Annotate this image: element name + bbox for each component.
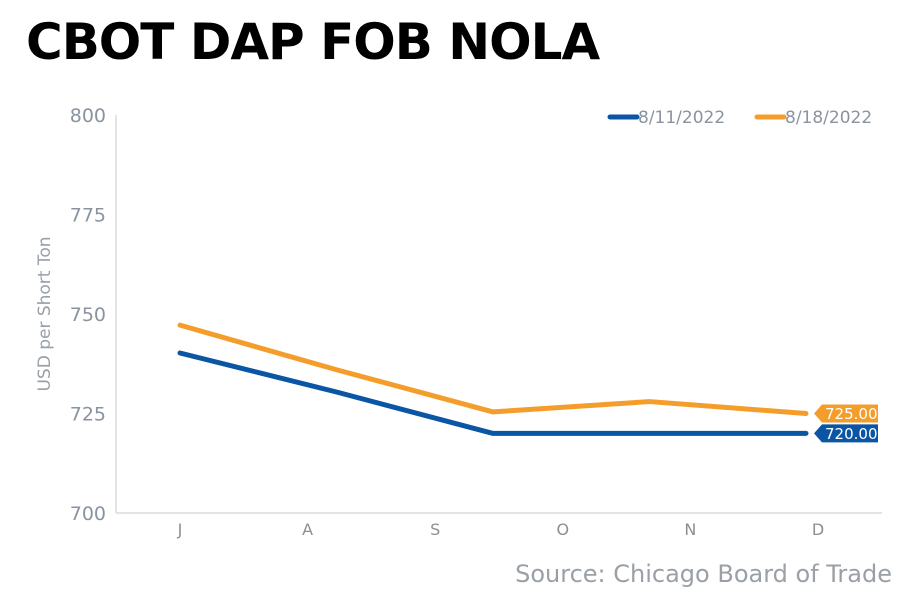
x-tick-label: S: [430, 520, 440, 539]
x-tick-label: A: [302, 520, 313, 539]
legend-label: 8/11/2022: [638, 108, 725, 128]
axes: [115, 115, 882, 514]
source-note: Source: Chicago Board of Trade: [515, 560, 892, 588]
y-tick-label: 725: [70, 404, 106, 426]
y-tick-label: 800: [70, 105, 106, 127]
x-tick-label: O: [557, 520, 570, 539]
end-label-tag: [814, 404, 878, 423]
chart-title: CBOT DAP FOB NOLA: [26, 13, 600, 71]
end-label-tag: [814, 424, 878, 443]
x-tick-label: D: [812, 520, 824, 539]
legend-label: 8/18/2022: [785, 108, 872, 128]
y-ticks: 700 725 750 775 800: [70, 105, 106, 525]
y-tick-label: 750: [70, 304, 106, 326]
end-labels: 720.00 725.00: [814, 404, 878, 443]
legend: 8/11/2022 8/18/2022: [607, 108, 872, 128]
x-tick-label: J: [177, 520, 183, 539]
end-label-value: 725.00: [825, 405, 878, 423]
series-line-2: [177, 322, 809, 416]
series-lines: [177, 322, 809, 436]
y-tick-label: 775: [70, 205, 106, 227]
y-tick-label: 700: [70, 503, 106, 525]
end-label-value: 720.00: [825, 425, 878, 443]
x-tick-label: N: [684, 520, 696, 539]
y-axis-label: USD per Short Ton: [35, 236, 55, 391]
series-line-1: [177, 350, 809, 436]
